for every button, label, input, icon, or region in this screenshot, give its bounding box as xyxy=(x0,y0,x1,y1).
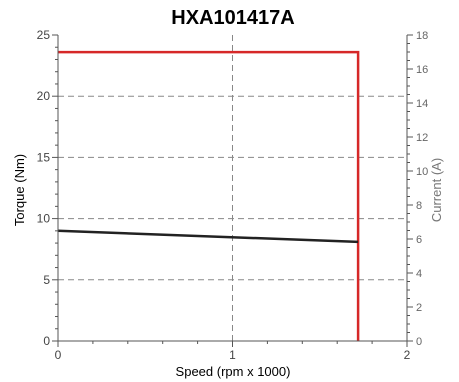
x-axis-label: Speed (rpm x 1000) xyxy=(176,364,291,379)
y2-tick-label: 4 xyxy=(416,268,422,280)
y2-tick-label: 10 xyxy=(416,166,428,178)
y2-tick-label: 0 xyxy=(416,336,422,348)
x-tick-label: 1 xyxy=(229,348,236,362)
y-tick-label: 10 xyxy=(37,212,51,226)
y-tick-label: 15 xyxy=(37,150,51,164)
chart-title: HXA101417A xyxy=(171,7,294,29)
series-line-0 xyxy=(58,50,360,341)
y2-tick-label: 18 xyxy=(416,30,428,42)
y2-tick-label: 6 xyxy=(416,234,422,246)
series-group xyxy=(57,50,360,341)
y-tick-label: 20 xyxy=(37,89,51,103)
y2-axis-label: Current (A) xyxy=(429,158,444,222)
grid-lines xyxy=(58,35,407,341)
x-tick-label: 0 xyxy=(55,348,62,362)
x-tick-label: 2 xyxy=(404,348,411,362)
y-tick-label: 5 xyxy=(43,273,50,287)
y-tick-label: 25 xyxy=(37,28,51,42)
y-axis-label: Torque (Nm) xyxy=(12,154,27,226)
series-line-1 xyxy=(57,229,359,244)
y2-tick-label: 16 xyxy=(416,64,428,76)
y2-tick-label: 12 xyxy=(416,132,428,144)
y2-tick-label: 8 xyxy=(416,200,422,212)
y2-tick-label: 14 xyxy=(416,98,428,110)
y2-tick-label: 2 xyxy=(416,302,422,314)
y-tick-label: 0 xyxy=(43,334,50,348)
